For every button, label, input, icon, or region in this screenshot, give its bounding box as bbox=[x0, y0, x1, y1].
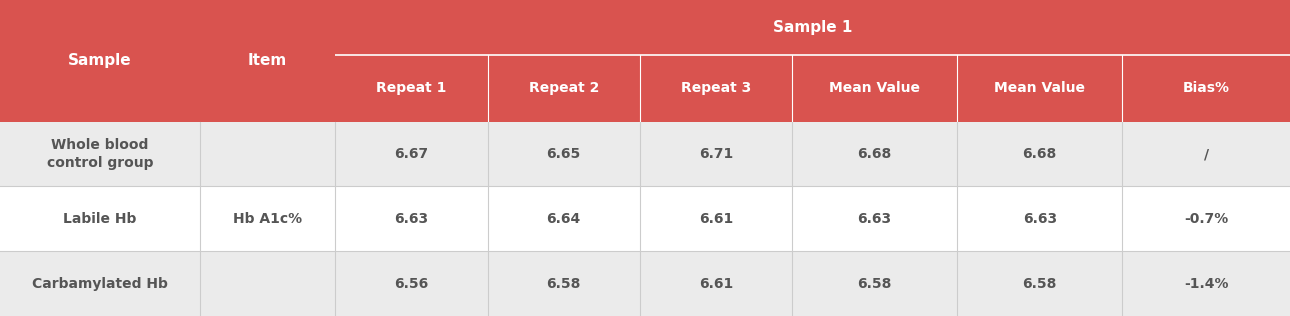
Text: 6.56: 6.56 bbox=[395, 276, 428, 291]
Text: Sample: Sample bbox=[68, 53, 132, 68]
Text: Whole blood
control group: Whole blood control group bbox=[46, 138, 154, 170]
Text: Carbamylated Hb: Carbamylated Hb bbox=[32, 276, 168, 291]
Text: Sample 1: Sample 1 bbox=[773, 20, 853, 35]
Text: 6.64: 6.64 bbox=[547, 212, 581, 226]
Text: 6.58: 6.58 bbox=[547, 276, 581, 291]
Bar bbox=[0, 122, 1290, 186]
Bar bbox=[0, 0, 1290, 122]
Text: 6.71: 6.71 bbox=[699, 147, 733, 161]
Text: 6.63: 6.63 bbox=[395, 212, 428, 226]
Text: 6.68: 6.68 bbox=[1023, 147, 1057, 161]
Bar bbox=[0, 251, 1290, 316]
Text: Repeat 3: Repeat 3 bbox=[681, 81, 751, 95]
Text: Bias%: Bias% bbox=[1183, 81, 1229, 95]
Text: 6.65: 6.65 bbox=[547, 147, 581, 161]
Bar bbox=[0, 186, 1290, 251]
Text: /: / bbox=[1204, 147, 1209, 161]
Text: 6.58: 6.58 bbox=[1023, 276, 1057, 291]
Text: 6.61: 6.61 bbox=[699, 212, 733, 226]
Text: 6.63: 6.63 bbox=[858, 212, 891, 226]
Text: Item: Item bbox=[248, 53, 288, 68]
Text: 6.63: 6.63 bbox=[1023, 212, 1057, 226]
Text: Hb A1c%: Hb A1c% bbox=[233, 212, 302, 226]
Text: Mean Value: Mean Value bbox=[995, 81, 1085, 95]
Text: Repeat 2: Repeat 2 bbox=[529, 81, 599, 95]
Text: -1.4%: -1.4% bbox=[1184, 276, 1228, 291]
Text: 6.67: 6.67 bbox=[395, 147, 428, 161]
Text: 6.58: 6.58 bbox=[858, 276, 891, 291]
Text: Labile Hb: Labile Hb bbox=[63, 212, 137, 226]
Text: 6.61: 6.61 bbox=[699, 276, 733, 291]
Text: 6.68: 6.68 bbox=[858, 147, 891, 161]
Text: -0.7%: -0.7% bbox=[1184, 212, 1228, 226]
Text: Repeat 1: Repeat 1 bbox=[377, 81, 446, 95]
Text: Mean Value: Mean Value bbox=[829, 81, 920, 95]
